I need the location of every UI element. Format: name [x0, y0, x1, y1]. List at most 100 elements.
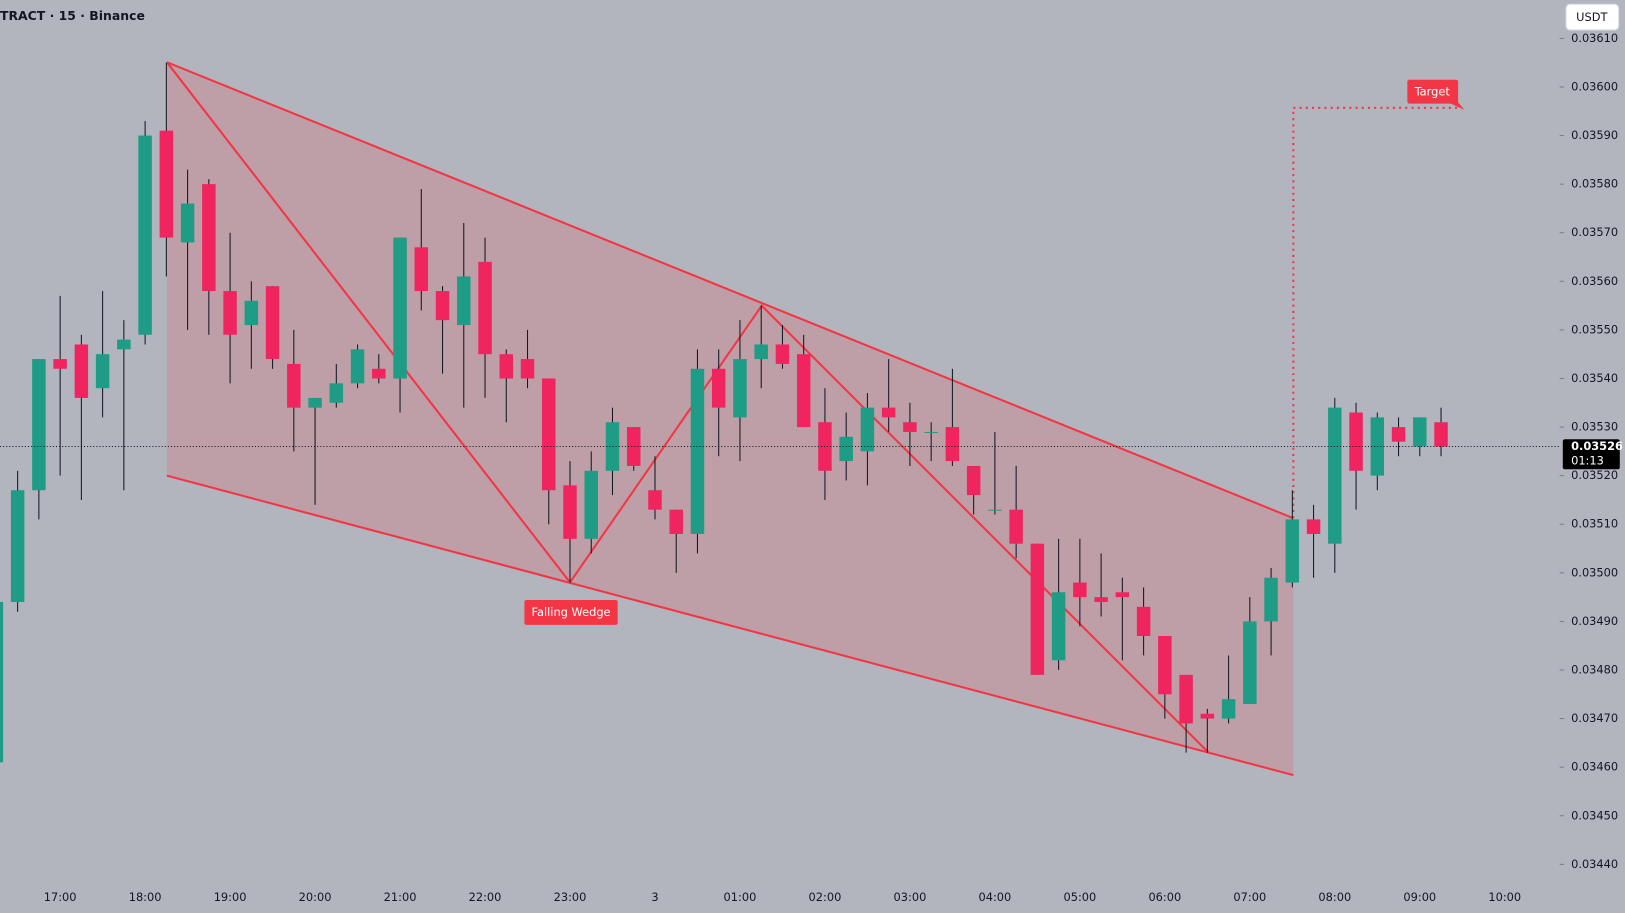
candle-body	[1264, 577, 1278, 622]
candle-body	[754, 344, 768, 360]
candle-body	[563, 485, 577, 539]
x-tick-label: 21:00	[384, 890, 417, 904]
falling-wedge-label: Falling Wedge	[524, 600, 618, 625]
candle-body	[966, 465, 981, 496]
candle-body	[499, 354, 514, 379]
candle-body	[626, 427, 641, 466]
x-tick-label: 09:00	[1403, 890, 1436, 904]
candle-body	[265, 286, 280, 360]
candle-body	[159, 130, 174, 238]
y-tick-label: 0.03470	[1571, 711, 1618, 725]
candle-body	[1221, 699, 1236, 719]
currency[interactable]: USDT	[1576, 10, 1607, 24]
y-tick-label: 0.03600	[1571, 79, 1618, 93]
wedge-zigzag	[166, 61, 1210, 754]
y-tick-label: 0.03560	[1571, 274, 1618, 288]
candle-body	[1243, 621, 1257, 705]
candle-body	[414, 247, 429, 292]
y-tick-label: 0.03500	[1571, 565, 1618, 579]
candle-body	[1328, 407, 1342, 544]
x-tick-label: 20:00	[299, 890, 332, 904]
candle-body	[924, 431, 938, 433]
candle-body	[1094, 597, 1108, 602]
candle-body	[350, 349, 365, 384]
candle-body	[74, 344, 89, 398]
annotation-text: Target	[1414, 85, 1451, 99]
target-label: Target	[1407, 79, 1465, 110]
candle-body	[457, 276, 471, 326]
candle-body	[796, 354, 811, 428]
candle-body	[584, 470, 598, 539]
candle-body	[180, 203, 195, 243]
candle-body	[308, 397, 322, 408]
y-tick-label: 0.03490	[1571, 614, 1618, 628]
candle-body	[669, 509, 683, 534]
candle-body	[775, 344, 790, 364]
x-tick-label: 03:00	[894, 890, 927, 904]
candle-body	[223, 291, 237, 335]
candle-body	[138, 135, 152, 335]
candle-body	[1285, 519, 1300, 583]
x-tick-label: 06:00	[1148, 890, 1181, 904]
candle-body	[117, 339, 131, 350]
candle-body	[0, 601, 4, 763]
label-box	[1407, 79, 1459, 104]
candle-body	[881, 407, 896, 418]
x-tick-label: 01:00	[724, 890, 757, 904]
x-tick-label: 04:00	[979, 890, 1012, 904]
wedge-upper-line	[166, 61, 1294, 520]
y-tick-label: 0.03610	[1571, 31, 1618, 45]
currency-box[interactable]	[1565, 3, 1620, 31]
y-tick-label: 0.03510	[1571, 517, 1618, 531]
candle-body	[988, 509, 1002, 511]
candle-body	[733, 359, 747, 418]
candle-body	[393, 237, 407, 379]
x-tick-label: 18:00	[129, 890, 162, 904]
candle-body	[287, 363, 301, 408]
candles	[0, 62, 1448, 763]
label-box	[524, 600, 618, 625]
candle-body	[1030, 543, 1045, 675]
x-tick-label: 02:00	[809, 890, 842, 904]
x-tick-label: 22:00	[469, 890, 502, 904]
candle-body	[520, 359, 535, 379]
x-tick-label: 23:00	[554, 890, 587, 904]
candle-body	[202, 184, 216, 292]
y-tick-label: 0.03460	[1571, 760, 1618, 774]
candle-body	[1306, 519, 1321, 534]
y-tick-label: 0.03440	[1571, 857, 1618, 871]
candle-body	[690, 368, 705, 534]
y-tick-label: 0.03450	[1571, 808, 1618, 822]
x-tick-label: 3	[651, 890, 658, 904]
target-line	[1292, 106, 1462, 519]
candle-body	[1349, 412, 1363, 471]
candle-body	[1413, 417, 1427, 447]
candle-body	[1158, 635, 1172, 695]
wedge-lower-line	[166, 474, 1294, 777]
countdown: 01:13	[1571, 454, 1604, 468]
y-tick-label: 0.03570	[1571, 225, 1618, 239]
annotation-text: Falling Wedge	[532, 605, 611, 619]
candle-body	[32, 359, 46, 491]
x-tick-label: 19:00	[214, 890, 247, 904]
candle-body	[478, 261, 492, 355]
candle-body	[1115, 592, 1130, 598]
candle-body	[1179, 674, 1193, 724]
candle-body	[711, 368, 726, 408]
candle-body	[542, 378, 556, 491]
candle-body	[244, 300, 259, 326]
y-tick-label: 0.03540	[1571, 371, 1618, 385]
x-tick-label: 08:00	[1318, 890, 1351, 904]
candle-body	[1434, 422, 1448, 447]
candle-body	[945, 427, 960, 462]
y-tick-label: 0.03520	[1571, 468, 1618, 482]
label-pointer	[1450, 98, 1465, 110]
y-tick-label: 0.03580	[1571, 177, 1618, 191]
candle-body	[1136, 606, 1151, 636]
y-tick-label: 0.03590	[1571, 128, 1618, 142]
candle-body	[329, 383, 344, 403]
candle-body	[435, 291, 450, 321]
wedge-fill	[166, 62, 1294, 776]
x-tick-label: 17:00	[44, 890, 77, 904]
